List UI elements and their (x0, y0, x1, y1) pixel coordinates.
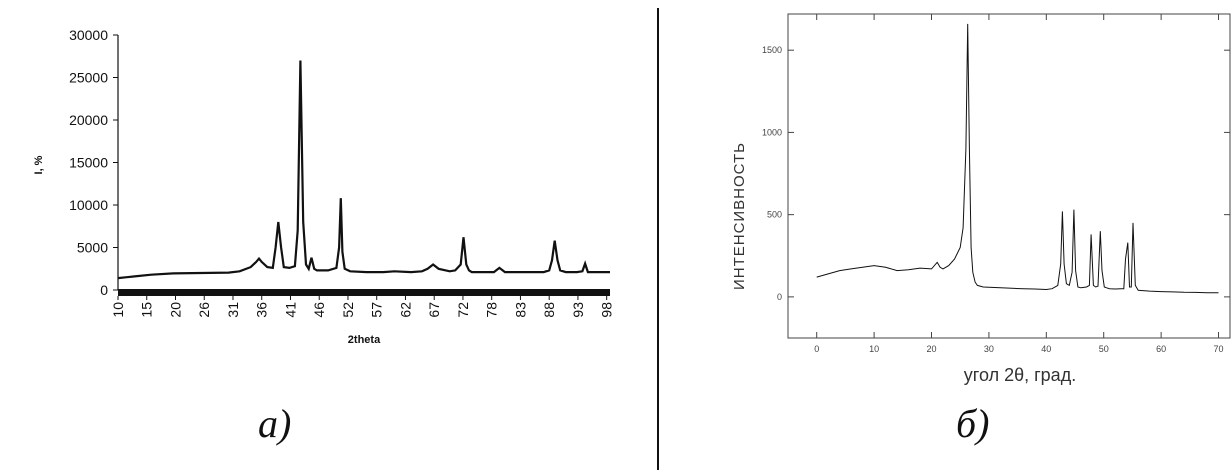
chart-a-x-tick-label: 72 (455, 302, 471, 318)
chart-a-x-tick-label: 26 (196, 302, 212, 318)
chart-a-y-tick-label: 0 (100, 282, 108, 298)
chart-b-y-tick-label: 1000 (762, 127, 782, 137)
chart-b-x-tick-label: 30 (984, 344, 994, 354)
chart-a-x-tick-label: 31 (225, 302, 241, 318)
chart-a-x-tick-label: 46 (311, 302, 327, 318)
chart-a-y-tick-label: 15000 (69, 155, 108, 171)
chart-a-x-axis-label: 2theta (348, 334, 381, 346)
chart-b-svg: 0 500 1000 1500 0 10 20 30 40 50 60 70 ИНТЕНСИВНОСТ… (731, 13, 1231, 385)
chart-b-x-tick-label: 10 (869, 344, 879, 354)
chart-b-frame (787, 13, 1231, 339)
chart-a-x-axis (118, 289, 610, 296)
chart-a-y-tick-label: 25000 (69, 70, 108, 86)
chart-a-x-tick-label: 20 (167, 302, 183, 318)
chart-a-x-tick-label: 67 (426, 302, 442, 318)
chart-b-y-axis-label: ИНТЕНСИВНОСТЬ (731, 142, 748, 290)
chart-a-x-tick-label: 88 (541, 302, 557, 318)
panel-a: 0 5000 10000 15000 20000 25000 30000 10 15 20 26 31… (33, 27, 615, 346)
chart-a-y-tick-label: 20000 (69, 112, 108, 128)
chart-a-svg: 0 5000 10000 15000 20000 25000 30000 10 15 20 26 31… (33, 27, 615, 346)
chart-b-x-tick-label: 40 (1041, 344, 1051, 354)
chart-a-x-tick-label: 93 (570, 302, 586, 318)
chart-a-y-tick-label: 5000 (77, 240, 108, 256)
chart-b-x-tick-label: 0 (814, 344, 819, 354)
chart-b-y-tick-label: 0 (777, 292, 782, 302)
chart-a-series-line (117, 60, 610, 280)
chart-b-x-tick-label: 70 (1214, 344, 1224, 354)
chart-a-x-tick-label: 57 (369, 302, 385, 318)
chart-a-x-tick-label: 98 (599, 302, 615, 318)
chart-b-x-tick-label: 60 (1156, 344, 1166, 354)
panel-divider (657, 8, 659, 470)
chart-a-x-tick-label: 52 (340, 302, 356, 318)
chart-a-y-tick-label: 10000 (69, 197, 108, 213)
chart-a-x-tick-label: 36 (254, 302, 270, 318)
chart-b-x-tick-label: 50 (1099, 344, 1109, 354)
chart-b-x-tick-label: 20 (926, 344, 936, 354)
chart-a-x-tick-label: 15 (139, 302, 155, 318)
chart-a-x-tick-label: 78 (484, 302, 500, 318)
chart-a-x-tick-label: 83 (512, 302, 528, 318)
chart-a-x-tick-label: 10 (110, 302, 126, 318)
chart-a-y-axis-label: I, % (33, 155, 45, 174)
chart-a-x-tick-label: 62 (397, 302, 413, 318)
caption-b: б) (956, 401, 990, 446)
chart-a-x-tick-label: 41 (282, 302, 298, 318)
panel-b: 0 500 1000 1500 0 10 20 30 40 50 60 70 ИНТЕНСИВНОСТ… (660, 0, 1232, 470)
caption-a: а) (258, 401, 292, 446)
chart-b-y-tick-label: 1500 (762, 45, 782, 55)
chart-b-series-line (816, 23, 1219, 294)
chart-b-x-axis-label: угол 2θ, град. (964, 365, 1076, 385)
chart-b-y-tick-label: 500 (767, 210, 782, 220)
chart-a-y-tick-label: 30000 (69, 27, 108, 43)
